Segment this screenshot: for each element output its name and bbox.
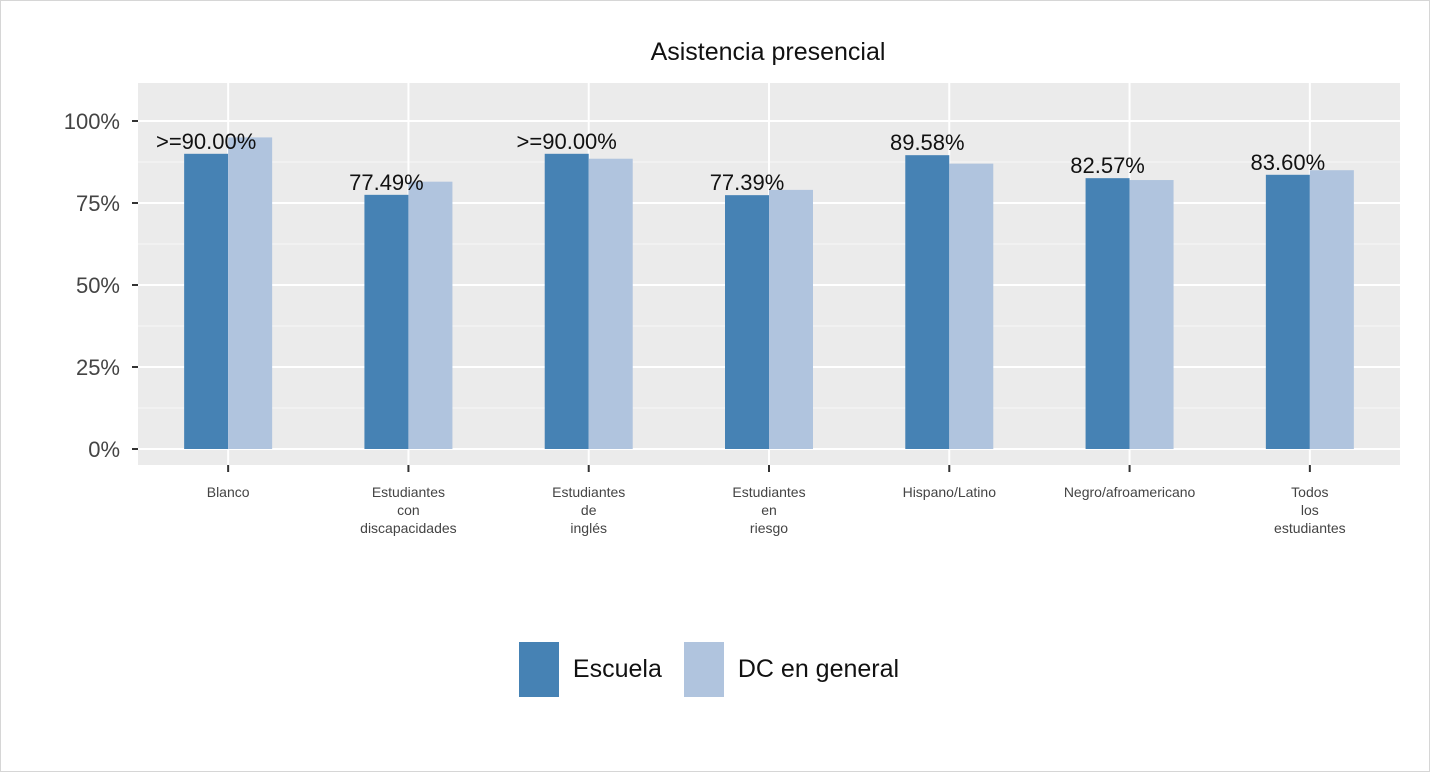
y-tick-label: 0% xyxy=(88,437,120,462)
bar-escuela xyxy=(1265,174,1310,450)
data-label: 77.49% xyxy=(349,170,424,195)
data-label: 77.39% xyxy=(710,170,785,195)
data-label: 82.57% xyxy=(1070,153,1145,178)
bar-escuela xyxy=(725,195,769,449)
x-tick-label: de xyxy=(581,502,597,518)
x-tick-label: Blanco xyxy=(207,484,250,500)
bar-dc-en-general xyxy=(769,189,813,449)
x-axis: Blanco Estudiantes con discapacidades Estudi… xyxy=(207,465,1346,536)
bar-dc-en-general xyxy=(1129,180,1174,450)
x-tick-label: riesgo xyxy=(750,520,788,536)
legend-swatch-dc-en-general xyxy=(683,642,724,697)
legend: Escuela DC en general xyxy=(0,642,1432,697)
bars xyxy=(184,137,1354,450)
bar-dc-en-general xyxy=(588,158,633,449)
y-tick-label: 25% xyxy=(76,355,120,380)
legend-label-dc-en-general: DC en general xyxy=(737,655,900,683)
y-tick-label: 75% xyxy=(76,191,120,216)
y-tick-label: 50% xyxy=(76,273,120,298)
x-tick-label: inglés xyxy=(570,520,607,536)
bar-dc-en-general xyxy=(408,181,453,449)
x-tick-label: Estudiantes xyxy=(552,484,625,500)
bar-dc-en-general xyxy=(228,137,273,449)
bar-escuela xyxy=(1085,178,1130,449)
data-label: >=90.00% xyxy=(517,129,617,154)
bar-escuela xyxy=(544,153,589,450)
data-label: 89.58% xyxy=(890,130,965,155)
bar-dc-en-general xyxy=(1309,170,1354,449)
x-tick-label: Estudiantes xyxy=(732,484,805,500)
bar-escuela xyxy=(364,194,409,449)
legend-label-escuela: Escuela xyxy=(572,655,662,683)
x-tick-label: discapacidades xyxy=(360,520,457,536)
data-labels: >=90.00% 77.49% >=90.00% 77.39% 89.58% 82.57%… xyxy=(156,129,1325,195)
data-label: >=90.00% xyxy=(156,129,256,154)
x-tick-label: en xyxy=(761,502,777,518)
y-tick-label: 100% xyxy=(64,109,120,134)
bar-chart: Asistencia presencial >=90.00%77.49%>=90… xyxy=(64,38,1400,536)
x-tick-label: los xyxy=(1301,502,1319,518)
x-tick-label: Todos xyxy=(1291,484,1328,500)
x-tick-label: estudiantes xyxy=(1274,520,1346,536)
legend-item-escuela: Escuela xyxy=(518,642,676,697)
bar-escuela xyxy=(184,153,229,450)
x-tick-label: Hispano/Latino xyxy=(903,484,997,500)
bar-dc-en-general xyxy=(949,163,994,449)
legend-item-dc-en-general: DC en general xyxy=(683,642,913,697)
x-tick-label: Negro/afroamericano xyxy=(1064,484,1196,500)
bar-escuela xyxy=(905,155,950,449)
chart-title: Asistencia presencial xyxy=(651,38,886,66)
x-tick-label: Estudiantes xyxy=(372,484,445,500)
y-axis: 0% 25% 50% 75% 100% xyxy=(64,109,138,462)
legend-swatch-escuela xyxy=(518,642,559,697)
data-label: 83.60% xyxy=(1251,150,1326,175)
x-tick-label: con xyxy=(397,502,420,518)
